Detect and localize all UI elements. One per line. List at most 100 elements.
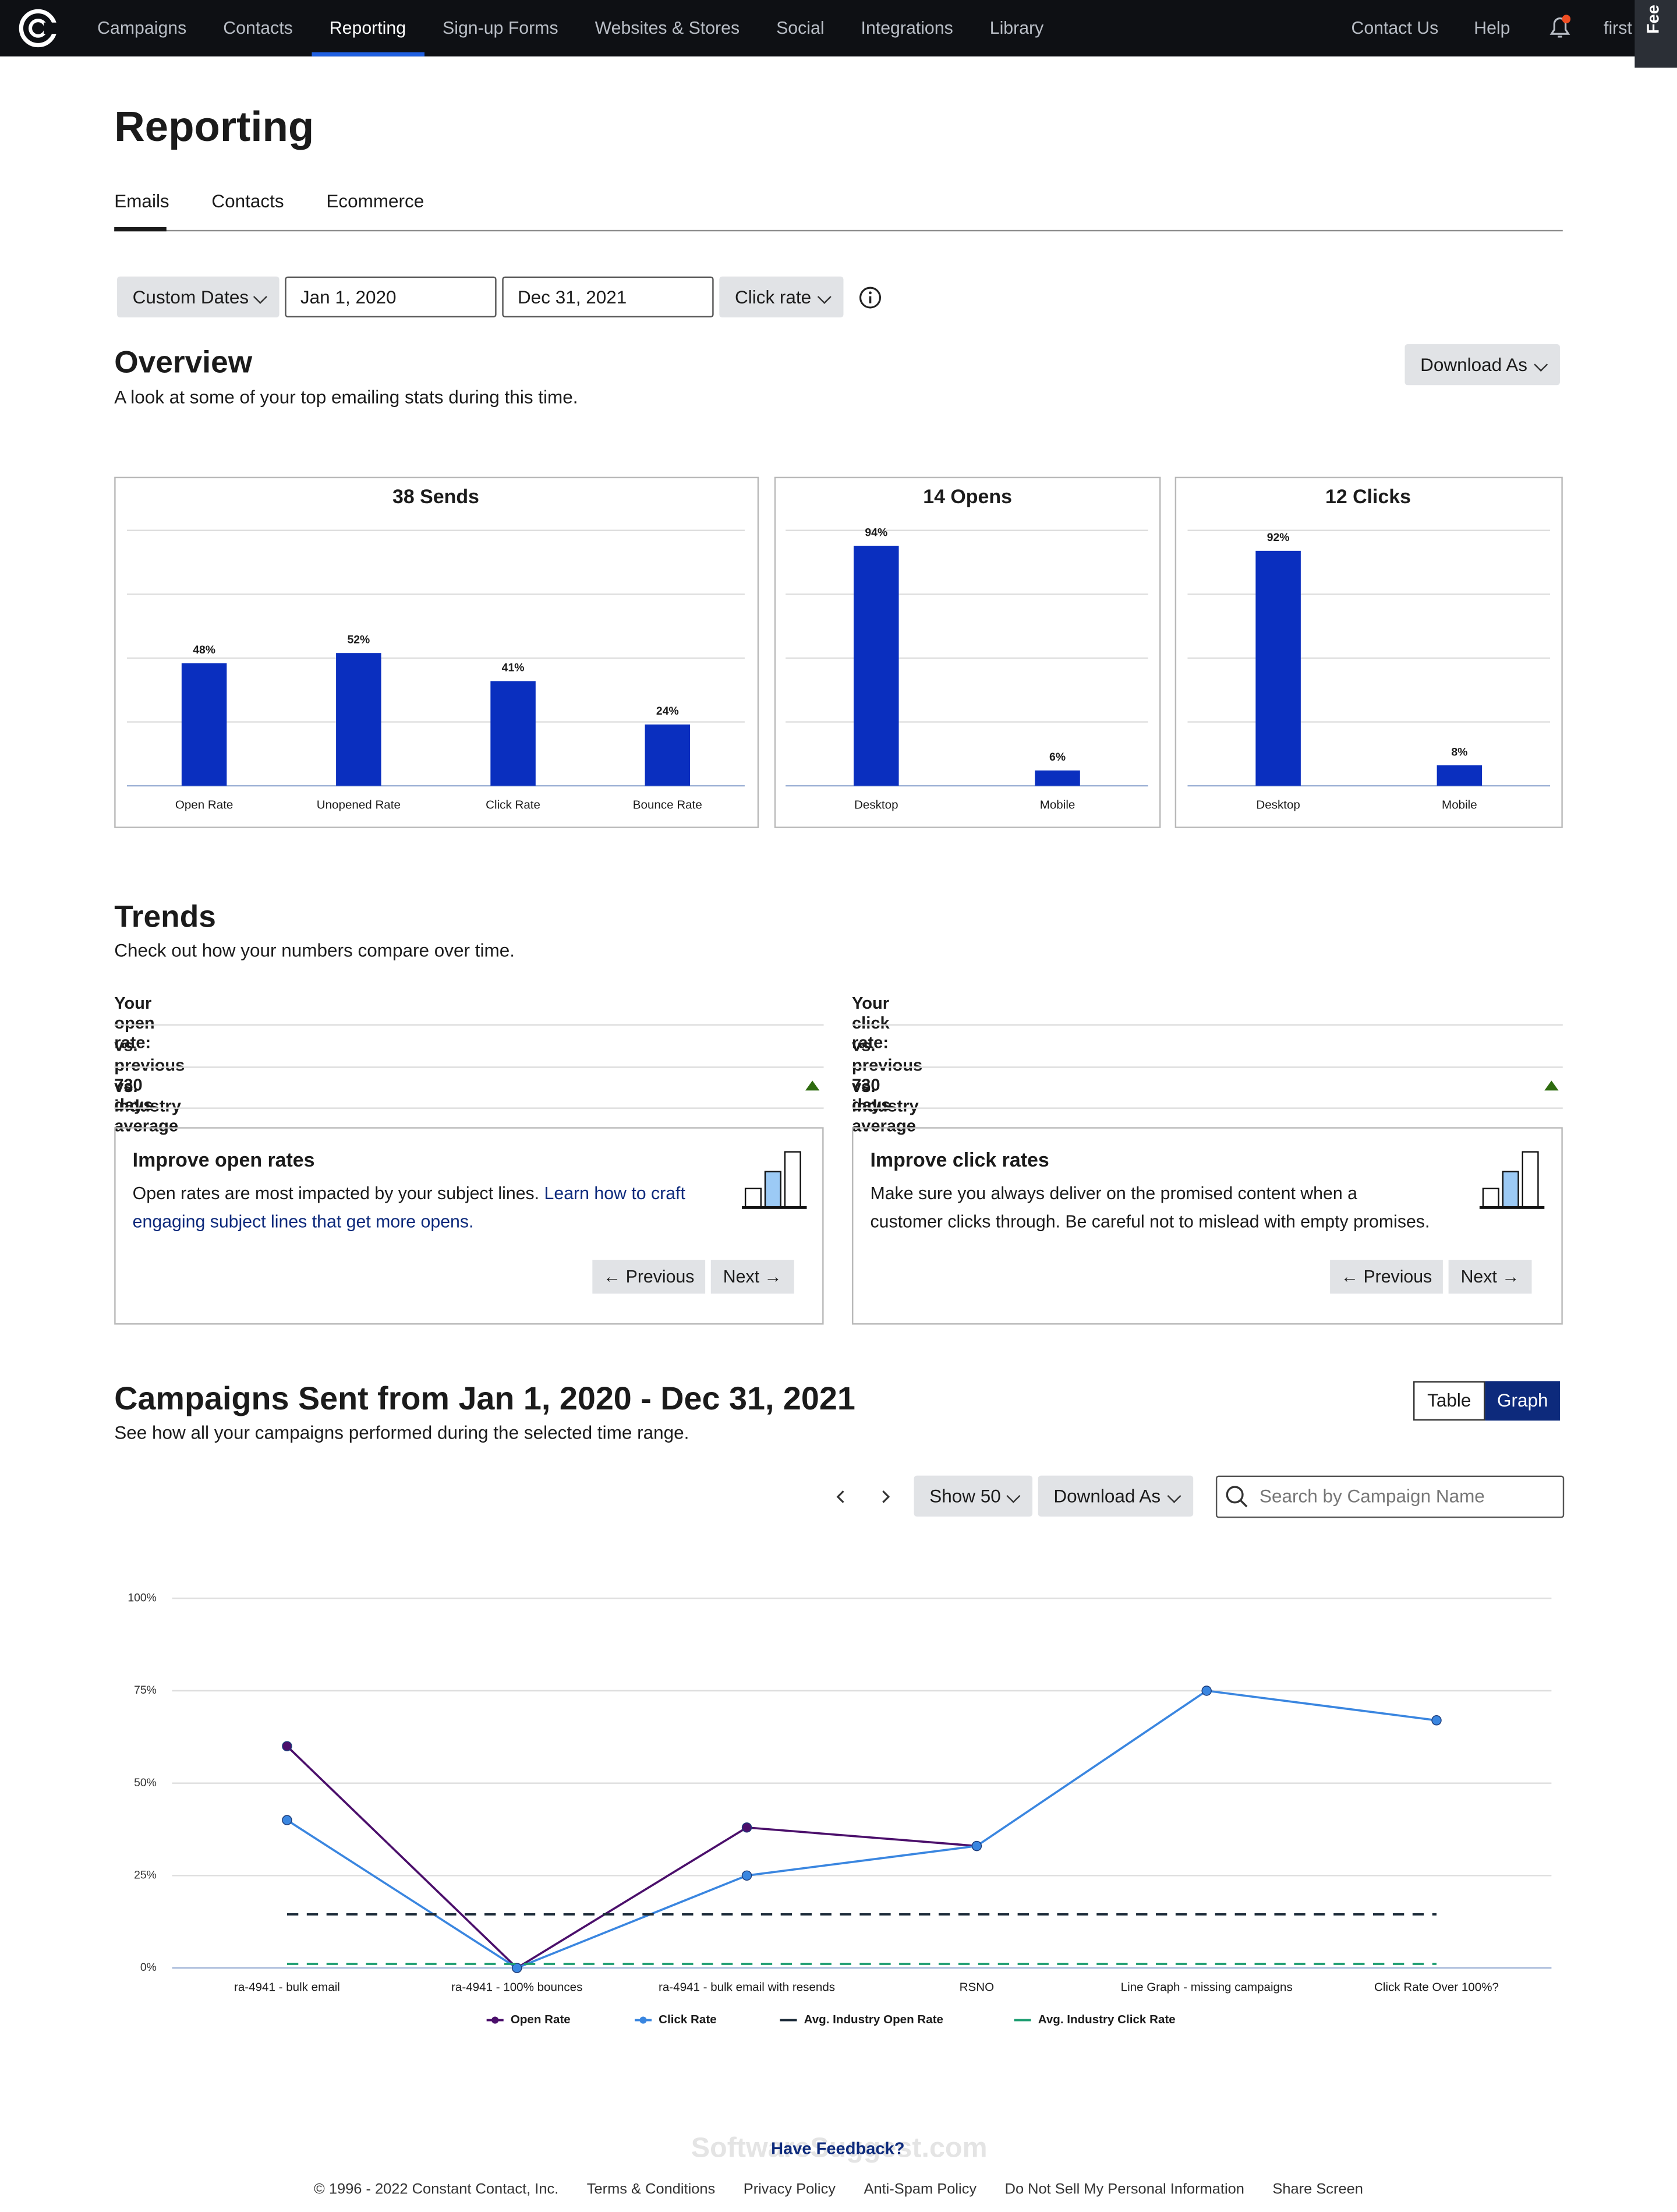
tip-text: Open rates are most impacted by your sub… (133, 1179, 697, 1236)
data-point (282, 1741, 292, 1751)
y-tick-label: 75% (134, 1684, 157, 1697)
nav-item[interactable]: Sign-up Forms (443, 18, 558, 38)
copyright: © 1996 - 2022 Constant Contact, Inc. (314, 2181, 559, 2198)
page-title: Reporting (114, 104, 314, 151)
chart-card (1174, 476, 1563, 828)
tab[interactable]: Contacts (211, 190, 284, 212)
view-toggle[interactable]: Table (1413, 1381, 1485, 1421)
y-tick-label: 50% (134, 1776, 157, 1789)
feedback-link[interactable]: Have Feedback? (771, 2139, 905, 2158)
data-point (282, 1815, 292, 1825)
series-line (286, 1745, 977, 1970)
metric-label: Click rate (734, 286, 812, 308)
range-select[interactable]: Custom Dates (117, 276, 280, 317)
search-input[interactable]: Search by Campaign Name (1215, 1475, 1565, 1518)
legend-label: Open Rate (511, 2013, 571, 2026)
search-placeholder: Search by Campaign Name (1259, 1485, 1485, 1507)
tabs-divider (114, 229, 1563, 232)
tabs: Emails Contacts Ecommerce (114, 190, 424, 211)
data-point (971, 1840, 982, 1851)
x-tick-label: RSNO (960, 1980, 994, 1994)
download-label: Download As (1420, 354, 1527, 376)
tip-text-body: Open rates are most impacted by your sub… (132, 1183, 544, 1204)
tip-next[interactable]: Next → (710, 1260, 794, 1294)
data-point (741, 1822, 752, 1833)
tip-icon-bar (744, 1188, 762, 1208)
view-toggle[interactable]: Graph (1485, 1381, 1560, 1421)
footer-link[interactable]: Terms & Conditions (586, 2181, 716, 2198)
y-tick-label: 25% (134, 1868, 157, 1881)
x-tick-label: Click Rate Over 100%? (1374, 1980, 1499, 1994)
download-button[interactable]: Download As (1404, 344, 1560, 386)
nav-item[interactable]: Social (776, 18, 825, 38)
section-subtitle: Check out how your numbers compare over … (114, 939, 515, 961)
legend-swatch (491, 2016, 499, 2024)
end-date[interactable]: Dec 31, 2021 (502, 276, 714, 317)
footer-link[interactable]: Do Not Sell My Personal Information (1004, 2181, 1244, 2198)
data-point (741, 1870, 752, 1881)
section-title: Campaigns Sent from Jan 1, 2020 - Dec 31… (114, 1379, 855, 1416)
tip-icon-bar (764, 1171, 781, 1208)
tip-link[interactable]: Learn how to craft engaging subject line… (132, 1183, 685, 1232)
tip-next[interactable]: Next → (1448, 1260, 1532, 1294)
start-date[interactable]: Jan 1, 2020 (285, 276, 497, 317)
section-subtitle: A look at some of your top emailing stat… (114, 386, 578, 408)
tip-icon-base (1479, 1206, 1545, 1209)
info-icon[interactable] (858, 285, 883, 310)
footer-link[interactable]: Privacy Policy (743, 2181, 836, 2198)
nav-item[interactable]: Reporting (311, 0, 424, 56)
feedback-tab[interactable]: Fee (1634, 0, 1677, 68)
logo[interactable] (17, 9, 59, 48)
chart-card (114, 476, 759, 828)
nav-link[interactable]: Help (1474, 18, 1510, 38)
notifications[interactable] (1546, 13, 1574, 41)
watermark: SoftwareSuggest.com (691, 2133, 988, 2164)
tab-indicator (114, 227, 167, 232)
nav-item[interactable]: Websites & Stores (595, 18, 740, 38)
trend-up-icon (1544, 1080, 1559, 1091)
nav-item[interactable]: Library (989, 18, 1044, 38)
download-button[interactable]: Download As (1038, 1475, 1194, 1517)
page-size-label: Show 50 (929, 1485, 1001, 1507)
legend-swatch (639, 2016, 647, 2024)
tip-previous[interactable]: ← Previous (1330, 1260, 1443, 1294)
legend-label: Click Rate (659, 2013, 717, 2026)
data-point (1431, 1715, 1442, 1726)
legend-label: Avg. Industry Click Rate (1038, 2013, 1176, 2026)
nav-item[interactable]: Campaigns (97, 18, 187, 38)
legend-label: Avg. Industry Open Rate (804, 2013, 943, 2026)
tip-text-body: Make sure you always deliver on the prom… (870, 1183, 1430, 1232)
stat-label: vs. previous 730 days (114, 1034, 185, 1114)
tip-previous[interactable]: ← Previous (592, 1260, 706, 1294)
nav-item[interactable]: Integrations (861, 18, 953, 38)
tab[interactable]: Ecommerce (326, 190, 424, 212)
nav-item[interactable]: Contacts (223, 18, 293, 38)
pager[interactable] (829, 1484, 897, 1510)
x-tick-label: ra-4941 - 100% bounces (451, 1980, 582, 1994)
download-label: Download As (1053, 1485, 1161, 1507)
y-tick-label: 100% (128, 1591, 157, 1604)
footer-link[interactable]: Anti-Spam Policy (864, 2181, 977, 2198)
page-size-select[interactable]: Show 50 (914, 1475, 1033, 1517)
row-divider (114, 1065, 824, 1068)
data-point (971, 1840, 982, 1851)
stat-label: vs. previous 730 days (852, 1034, 923, 1114)
chart-card (774, 476, 1161, 828)
tip-icon-bar (1502, 1171, 1519, 1208)
stat-label: Your open rate: (114, 993, 155, 1052)
data-point (1201, 1685, 1212, 1696)
nav-list: Campaigns Contacts Reporting Sign-up Forms W… (79, 0, 1062, 56)
tab[interactable]: Emails (114, 190, 169, 212)
x-tick-label: Line Graph - missing campaigns (1121, 1980, 1293, 1994)
feedback-tab-label: Fee (1643, 5, 1663, 34)
data-point (512, 1963, 522, 1973)
footer-link[interactable]: Share Screen (1272, 2181, 1363, 2198)
user-menu[interactable]: first (1604, 18, 1632, 38)
series-line (286, 1690, 1437, 1970)
nav-link[interactable]: Contact Us (1351, 18, 1439, 38)
metric-select[interactable]: Click rate (719, 276, 844, 317)
section-subtitle: See how all your campaigns performed dur… (114, 1422, 689, 1443)
